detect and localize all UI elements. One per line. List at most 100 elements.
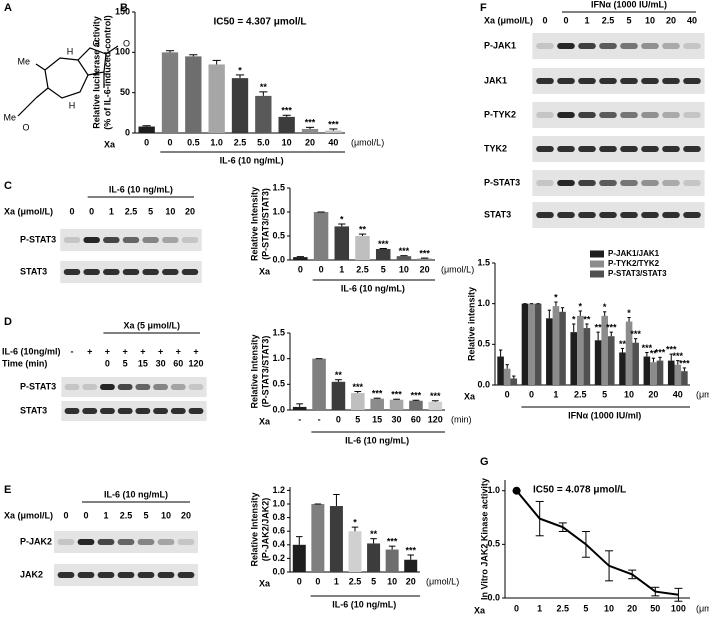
- structure: [17, 45, 119, 117]
- x-tick-label: 2.5: [356, 264, 369, 274]
- blot-band: [683, 212, 701, 218]
- bar: [409, 400, 423, 410]
- y-axis-label: Relative Intensity: [249, 187, 259, 261]
- significance: *: [238, 65, 242, 75]
- x-tick-label: 10: [604, 603, 614, 613]
- blot-header: IFNα (1000 IU/mL): [591, 0, 667, 9]
- panel-label: C: [4, 180, 12, 192]
- lane-label: +: [193, 346, 198, 356]
- carbonyl: [105, 45, 119, 55]
- x-tick-label: 2.5: [557, 603, 570, 613]
- blot-band: [117, 408, 133, 414]
- atom: O: [123, 38, 130, 48]
- bar: [534, 303, 542, 385]
- panel-label: B: [120, 2, 128, 14]
- bar: [334, 226, 350, 260]
- y-axis-label: Relative Intensity: [249, 334, 259, 408]
- y-tick-label: 0.4: [272, 539, 285, 549]
- x-tick-label: 20: [648, 389, 658, 399]
- blot-band: [620, 78, 638, 84]
- y-axis-label: Relative Intensity: [249, 492, 259, 566]
- blot-band: [153, 384, 169, 390]
- lane-label: 1: [584, 15, 589, 25]
- blot-band: [641, 43, 659, 49]
- y-tick-label: 1.0: [477, 298, 490, 308]
- lane-label: +: [176, 346, 181, 356]
- x-unit: (μmol/L): [441, 264, 474, 274]
- bar: [428, 401, 443, 410]
- y-tick-label: 0.0: [477, 379, 490, 389]
- bar: [292, 406, 307, 410]
- blot-band: [142, 269, 159, 275]
- lane-label: 0: [83, 510, 88, 520]
- blot-band: [181, 269, 199, 275]
- bar: [278, 116, 295, 133]
- x-unit: (min): [451, 414, 472, 424]
- y-tick-label: 1.0: [272, 206, 285, 216]
- y-tick-label: 1.5: [272, 182, 285, 192]
- blot-band: [662, 212, 680, 218]
- blot-band: [97, 572, 115, 578]
- x-tick-label: 0: [167, 137, 172, 147]
- x-tick-label: 5: [583, 603, 588, 613]
- bar: [311, 504, 325, 572]
- bar: [138, 126, 155, 133]
- blot-header: Xa (5 μmol/L): [123, 320, 180, 330]
- blot-band: [181, 237, 199, 243]
- blot-band: [137, 539, 155, 545]
- chain: [25, 97, 37, 109]
- blot-row-label: TYK2: [484, 143, 507, 153]
- y-tick-label: 1.2: [272, 485, 285, 495]
- blot-band: [103, 269, 120, 275]
- blot-band: [620, 146, 638, 152]
- y-tick-label: 0.5: [272, 379, 285, 389]
- chart-title: IC50 = 4.307 μmol/L: [213, 17, 306, 28]
- blot-band: [578, 112, 596, 118]
- blot-row-label: JAK1: [484, 75, 507, 85]
- panel-label: D: [4, 316, 12, 328]
- x-tick-label: 10: [387, 576, 397, 586]
- bar: [601, 315, 608, 385]
- significance: ***: [328, 119, 339, 129]
- significance: *: [627, 308, 631, 318]
- y-tick-label: 0.2: [272, 553, 285, 563]
- blot-band: [620, 43, 638, 49]
- legend-label: P-JAK1/JAK1: [608, 249, 660, 258]
- blot-band: [641, 180, 659, 186]
- blot-band: [536, 43, 554, 49]
- bar: [681, 371, 688, 385]
- significance: ***: [378, 239, 389, 249]
- blot-band: [170, 408, 186, 414]
- bar: [546, 318, 553, 385]
- blot-band: [177, 539, 195, 545]
- blot-band: [662, 180, 680, 186]
- x-tick-label: 0: [298, 264, 303, 274]
- group-label: IFNα (1000 IU/ml): [568, 410, 641, 420]
- y-axis-label: (% of IL-6-induced-control): [102, 15, 112, 130]
- x-prefix: Xa: [464, 391, 476, 401]
- y-tick-label: 0.5: [477, 339, 490, 349]
- bar: [351, 393, 365, 410]
- blot-row-label: STAT3: [20, 405, 47, 415]
- panel-label: A: [4, 2, 12, 14]
- bar: [293, 257, 308, 260]
- y-tick-label: 0.0: [272, 254, 285, 264]
- blot-band: [683, 43, 701, 49]
- lane-label: 5: [626, 15, 631, 25]
- x-tick-label: -: [298, 414, 301, 424]
- blot-row-label: STAT3: [484, 209, 511, 219]
- atom: Me: [3, 112, 16, 122]
- chain: [35, 87, 49, 99]
- significance: ***: [430, 391, 441, 401]
- atom: Me: [17, 56, 30, 66]
- methyl: [35, 63, 46, 71]
- blot-band: [662, 112, 680, 118]
- blot-membrane: [61, 401, 207, 421]
- bar: [607, 336, 615, 385]
- x-unit: (μmol/L): [696, 603, 709, 613]
- blot-row-label: P-TYK2: [484, 109, 516, 119]
- x-tick-label: 60: [411, 414, 421, 424]
- blot-band: [620, 112, 638, 118]
- x-tick-label: -: [318, 414, 321, 424]
